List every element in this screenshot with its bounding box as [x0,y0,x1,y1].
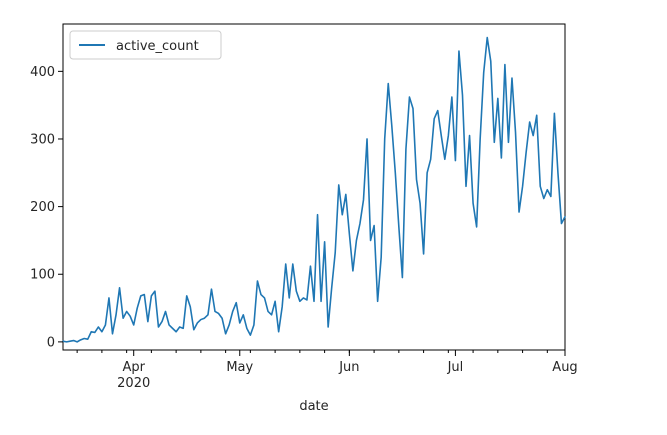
legend-label: active_count [116,39,199,54]
legend-box [69,30,222,60]
x-tick-label: Apr [122,360,145,375]
series-layer [62,36,566,343]
y-tick-label: 400 [30,65,55,80]
x-tick-label: Jul [447,360,464,375]
series-line-active_count [62,36,566,343]
x-tick-label: Aug [552,360,577,375]
y-tick-label: 100 [30,268,55,283]
legend: active_count [69,30,222,60]
y-tick-label: 0 [47,335,55,350]
y-axis: 0 100 200 300 400 [30,65,63,350]
x-axis-label: date [299,399,328,414]
x-tick-label: Jun [338,360,359,375]
x-tick-label: May [226,360,253,375]
y-tick-label: 200 [30,200,55,215]
plot-area [62,23,566,351]
x-tick-year-label: 2020 [117,376,150,391]
y-tick-label: 300 [30,132,55,147]
